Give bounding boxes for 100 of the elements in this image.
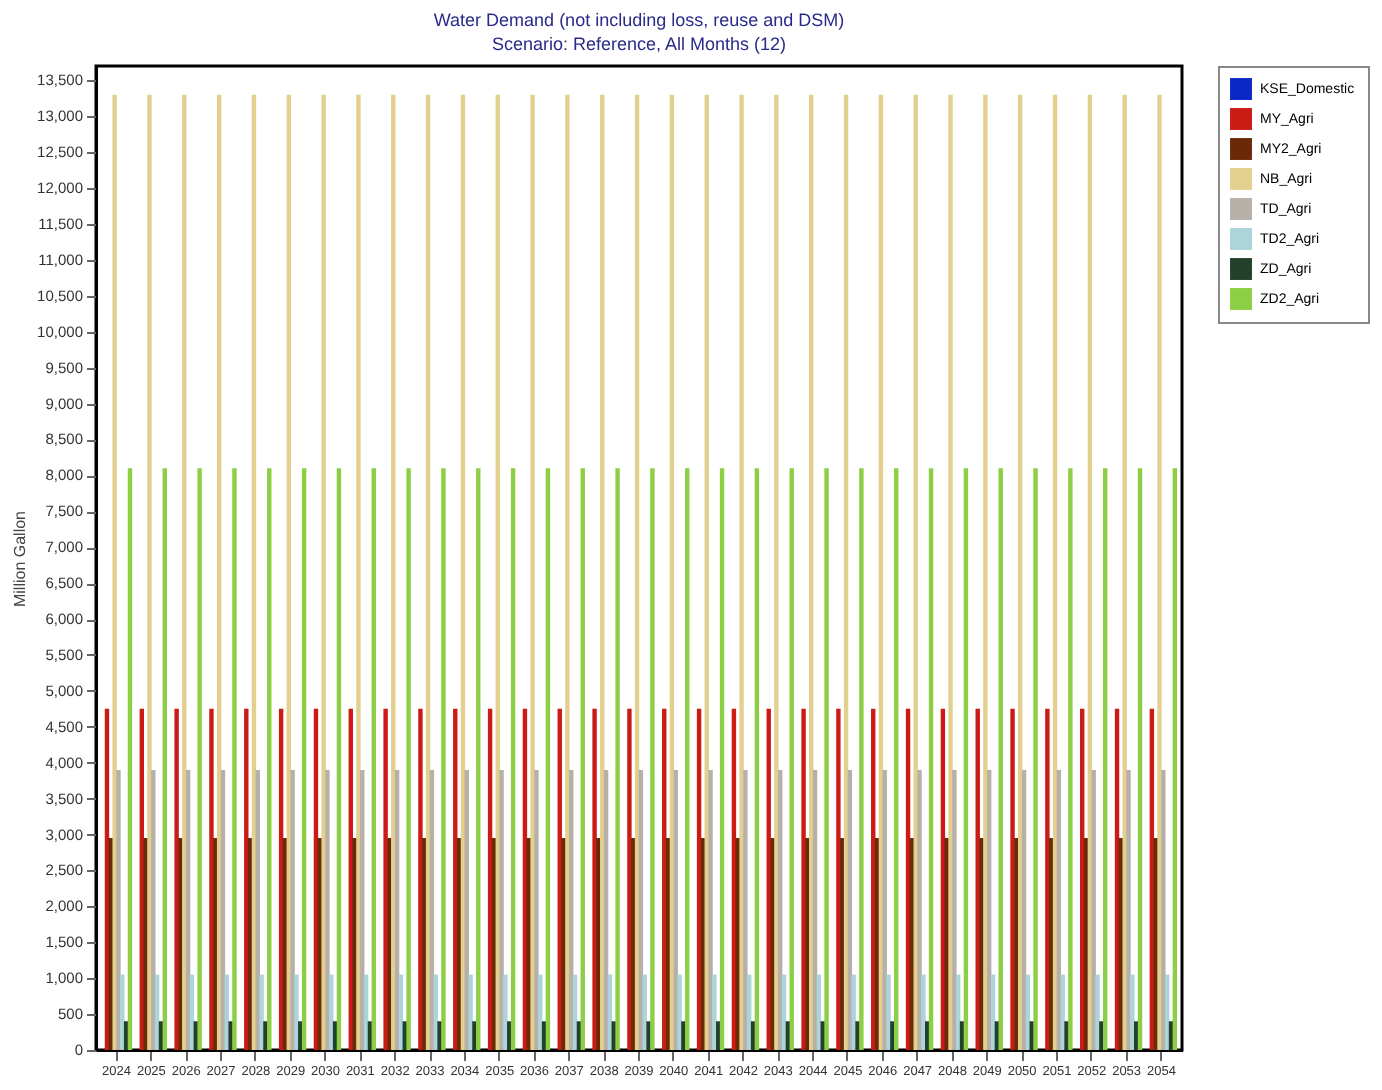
bar [116, 769, 121, 1050]
bar [696, 708, 702, 1050]
bar [1068, 468, 1073, 1050]
bar [441, 468, 446, 1050]
bar [1083, 838, 1089, 1050]
bar [596, 838, 601, 1050]
bar [127, 468, 133, 1050]
bar [646, 1021, 651, 1050]
bar [685, 468, 690, 1050]
bar [665, 838, 671, 1050]
bar [1172, 468, 1178, 1050]
bar [425, 94, 431, 1050]
bar [1052, 94, 1058, 1050]
bar [178, 838, 183, 1050]
bar [356, 94, 361, 1050]
bar [151, 769, 156, 1050]
bar [507, 1021, 512, 1050]
bar [394, 769, 400, 1050]
bar [321, 94, 326, 1050]
bar [894, 468, 899, 1050]
bar [716, 1021, 721, 1050]
bar [719, 468, 725, 1050]
bar [371, 468, 376, 1050]
bar [917, 769, 922, 1050]
bar [677, 974, 682, 1050]
bar [185, 769, 191, 1050]
bar [816, 974, 822, 1050]
bar [294, 974, 299, 1050]
bar [925, 1021, 930, 1050]
bar [1045, 708, 1050, 1050]
bar [956, 974, 961, 1050]
bar [785, 1021, 791, 1050]
bar [847, 769, 853, 1050]
bar [174, 708, 179, 1050]
bar [909, 838, 915, 1050]
bar [963, 468, 969, 1050]
bar [948, 94, 953, 1050]
bar [805, 838, 810, 1050]
bar [460, 94, 466, 1050]
bar [383, 708, 388, 1050]
bar [1087, 94, 1093, 1050]
bar [700, 838, 706, 1050]
bar [162, 468, 167, 1050]
bar [627, 708, 632, 1050]
bar [1021, 769, 1027, 1050]
bar [247, 838, 253, 1050]
bar [1103, 468, 1108, 1050]
bar [859, 468, 864, 1050]
bar [750, 1021, 756, 1050]
bar [890, 1021, 895, 1050]
bar [824, 468, 829, 1050]
bar [1018, 94, 1023, 1050]
bar [209, 708, 214, 1050]
y-axis-title: Million Gallon [11, 510, 30, 608]
bar [712, 974, 717, 1050]
bar [1010, 708, 1015, 1050]
bar [244, 708, 249, 1050]
bar [391, 94, 396, 1050]
bar [534, 769, 539, 1050]
bar [530, 94, 535, 1050]
bar [1165, 974, 1170, 1050]
bar [615, 468, 620, 1050]
bar [491, 838, 497, 1050]
bar [301, 468, 307, 1050]
bar [592, 708, 597, 1050]
bar [840, 838, 845, 1050]
bar [1025, 974, 1031, 1050]
bar [603, 769, 609, 1050]
bar [298, 1021, 303, 1050]
bar [418, 708, 423, 1050]
bar [928, 468, 934, 1050]
bar [809, 94, 814, 1050]
bar [1099, 1021, 1104, 1050]
bar [607, 974, 613, 1050]
bar [631, 838, 636, 1050]
bar [990, 974, 996, 1050]
bar [522, 708, 528, 1050]
bar [1056, 769, 1062, 1050]
bar [905, 708, 911, 1050]
bar [182, 94, 187, 1050]
bar [569, 769, 574, 1050]
bar [189, 974, 195, 1050]
bar [487, 708, 493, 1050]
bar [456, 838, 462, 1050]
bar [812, 769, 818, 1050]
chart-title: Water Demand (not including loss, reuse and DSM) [433, 10, 845, 30]
bar [1049, 838, 1054, 1050]
bar [158, 1021, 164, 1050]
bar [387, 838, 392, 1050]
bar [313, 708, 319, 1050]
bar [352, 838, 357, 1050]
bar [754, 468, 760, 1050]
bar [1118, 838, 1124, 1050]
bar [801, 708, 806, 1050]
bar [998, 468, 1003, 1050]
bar [886, 974, 891, 1050]
bar [282, 838, 288, 1050]
bar [1114, 708, 1120, 1050]
bar [994, 1021, 1000, 1050]
bar [263, 1021, 268, 1050]
